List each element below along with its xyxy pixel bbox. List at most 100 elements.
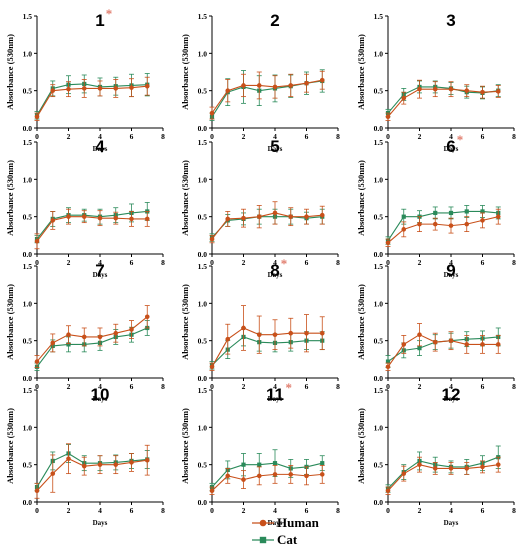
x-tick-label: 4	[449, 382, 453, 391]
human-point	[480, 218, 485, 223]
human-point	[225, 216, 231, 222]
human-point	[50, 88, 56, 93]
human-point	[448, 223, 454, 228]
human-point	[113, 462, 119, 467]
human-series	[34, 305, 150, 368]
human-point	[464, 221, 470, 227]
y-tick-label: 1.5	[23, 262, 33, 271]
human-point	[256, 214, 262, 219]
x-tick-label: 0	[35, 132, 39, 141]
human-line	[211, 327, 323, 368]
human-point	[448, 466, 454, 471]
human-point	[225, 473, 231, 479]
human-point	[209, 236, 215, 242]
human-point	[288, 330, 294, 336]
x-tick-label: 0	[386, 506, 390, 515]
human-point	[304, 473, 309, 479]
human-point	[256, 83, 262, 88]
x-tick-label: 8	[336, 382, 340, 391]
human-point	[144, 457, 150, 463]
cat-series	[385, 327, 501, 368]
x-tick-label: 8	[512, 258, 516, 267]
x-tick-label: 6	[130, 506, 134, 515]
human-point	[34, 488, 40, 494]
y-tick-label: 1.0	[198, 175, 208, 184]
y-tick-label: 1.5	[198, 386, 208, 395]
human-series	[209, 465, 325, 495]
human-point	[256, 332, 262, 337]
x-tick-label: 6	[305, 382, 309, 391]
y-tick-label: 1.5	[374, 12, 384, 21]
x-tick-label: 8	[161, 506, 165, 515]
x-tick-label: 6	[481, 506, 485, 515]
legend-label-human: Human	[277, 514, 319, 530]
human-series	[209, 70, 325, 120]
human-line	[36, 316, 148, 362]
x-tick-label: 0	[210, 132, 214, 141]
human-line	[36, 216, 148, 242]
y-tick-label: 1.0	[374, 49, 384, 58]
y-tick-label: 0.0	[198, 498, 208, 507]
y-tick-label: 0.0	[198, 250, 208, 259]
x-axis-title: Days	[268, 145, 283, 153]
y-tick-label: 1.5	[198, 12, 208, 21]
human-point	[401, 95, 407, 101]
y-axis-title: Absorbance (530nm)	[180, 160, 190, 236]
x-tick-label: 0	[210, 382, 214, 391]
x-tick-label: 2	[242, 258, 246, 267]
human-point	[319, 472, 325, 477]
y-tick-label: 0.5	[198, 337, 208, 346]
x-tick-label: 2	[67, 132, 71, 141]
y-tick-label: 0.0	[374, 374, 384, 383]
human-line	[387, 216, 499, 244]
y-tick-label: 0.5	[374, 87, 384, 96]
cat-line	[36, 83, 148, 116]
x-tick-label: 0	[386, 132, 390, 141]
y-tick-label: 0.0	[374, 124, 384, 133]
human-point	[241, 83, 246, 88]
significance-star: *	[457, 132, 464, 147]
cat-series	[209, 69, 325, 121]
x-tick-label: 6	[305, 258, 309, 267]
panel-title: 8	[270, 261, 279, 280]
human-point	[432, 339, 438, 345]
human-line	[211, 473, 323, 492]
y-tick-label: 0.5	[23, 337, 33, 346]
x-tick-label: 2	[418, 506, 422, 515]
human-point	[272, 332, 278, 337]
human-point	[464, 88, 470, 93]
y-tick-label: 0.0	[23, 250, 33, 259]
significance-star: *	[286, 380, 293, 395]
x-tick-label: 6	[130, 132, 134, 141]
x-axis-title: Days	[93, 271, 108, 279]
panel-title: 11	[266, 385, 284, 404]
human-point	[50, 471, 56, 476]
human-line	[211, 212, 323, 240]
x-tick-label: 0	[386, 382, 390, 391]
human-point	[50, 340, 56, 346]
human-point	[385, 364, 391, 370]
x-tick-label: 0	[210, 506, 214, 515]
y-tick-label: 1.5	[23, 386, 33, 395]
human-point	[417, 86, 422, 92]
legend-cat-marker-icon	[252, 536, 274, 543]
x-axis-title: Days	[93, 145, 108, 153]
human-point	[97, 334, 103, 340]
human-point	[495, 462, 501, 467]
cat-point	[448, 210, 454, 216]
x-tick-label: 8	[336, 132, 340, 141]
x-tick-label: 0	[210, 258, 214, 267]
panel-title: 10	[91, 385, 110, 404]
x-tick-label: 6	[481, 132, 485, 141]
x-axis-title: Days	[444, 395, 459, 403]
human-line	[211, 79, 323, 114]
human-point	[417, 462, 422, 467]
human-point	[34, 239, 40, 244]
